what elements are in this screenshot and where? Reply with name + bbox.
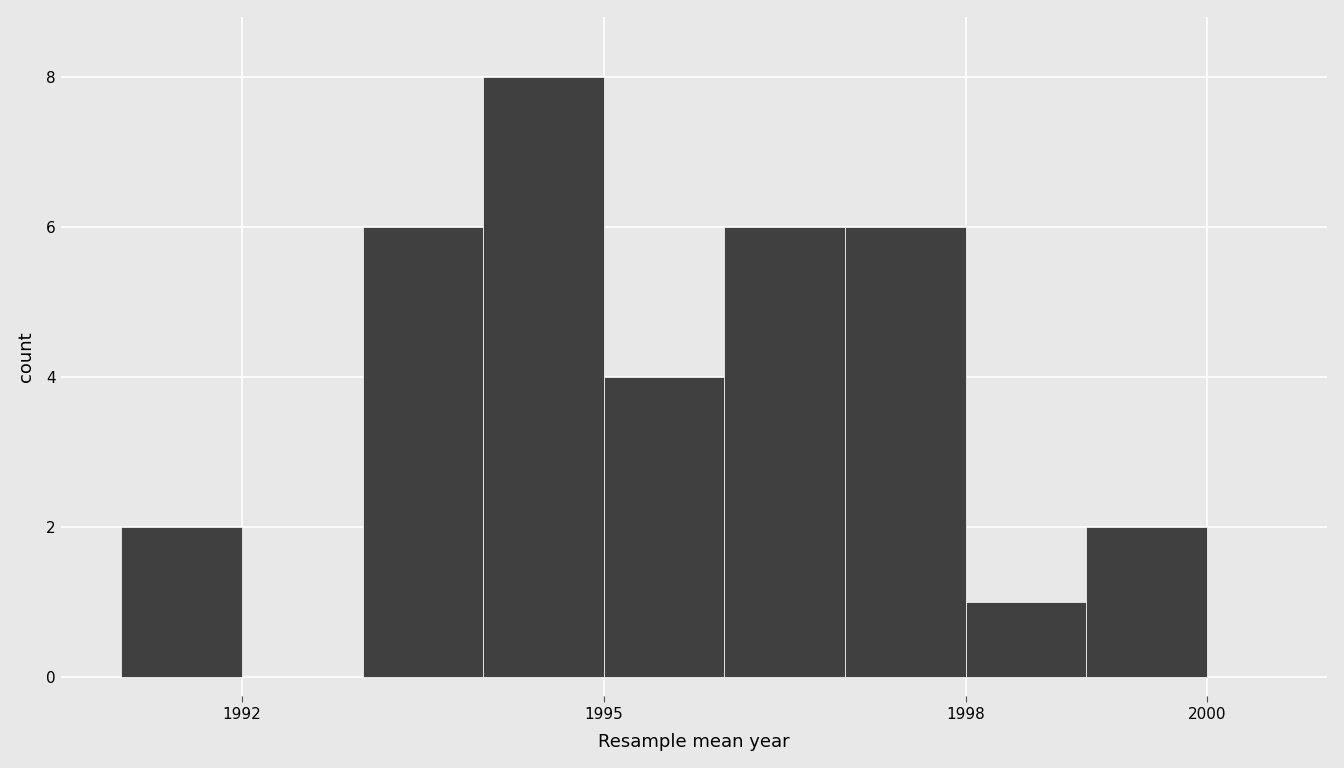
X-axis label: Resample mean year: Resample mean year: [598, 733, 790, 751]
Bar: [482, 77, 603, 677]
Bar: [363, 227, 482, 677]
Bar: [965, 602, 1086, 677]
Bar: [121, 527, 242, 677]
Bar: [1086, 527, 1207, 677]
Y-axis label: count: count: [16, 331, 35, 382]
Bar: [724, 227, 845, 677]
Bar: [603, 377, 724, 677]
Bar: [845, 227, 965, 677]
